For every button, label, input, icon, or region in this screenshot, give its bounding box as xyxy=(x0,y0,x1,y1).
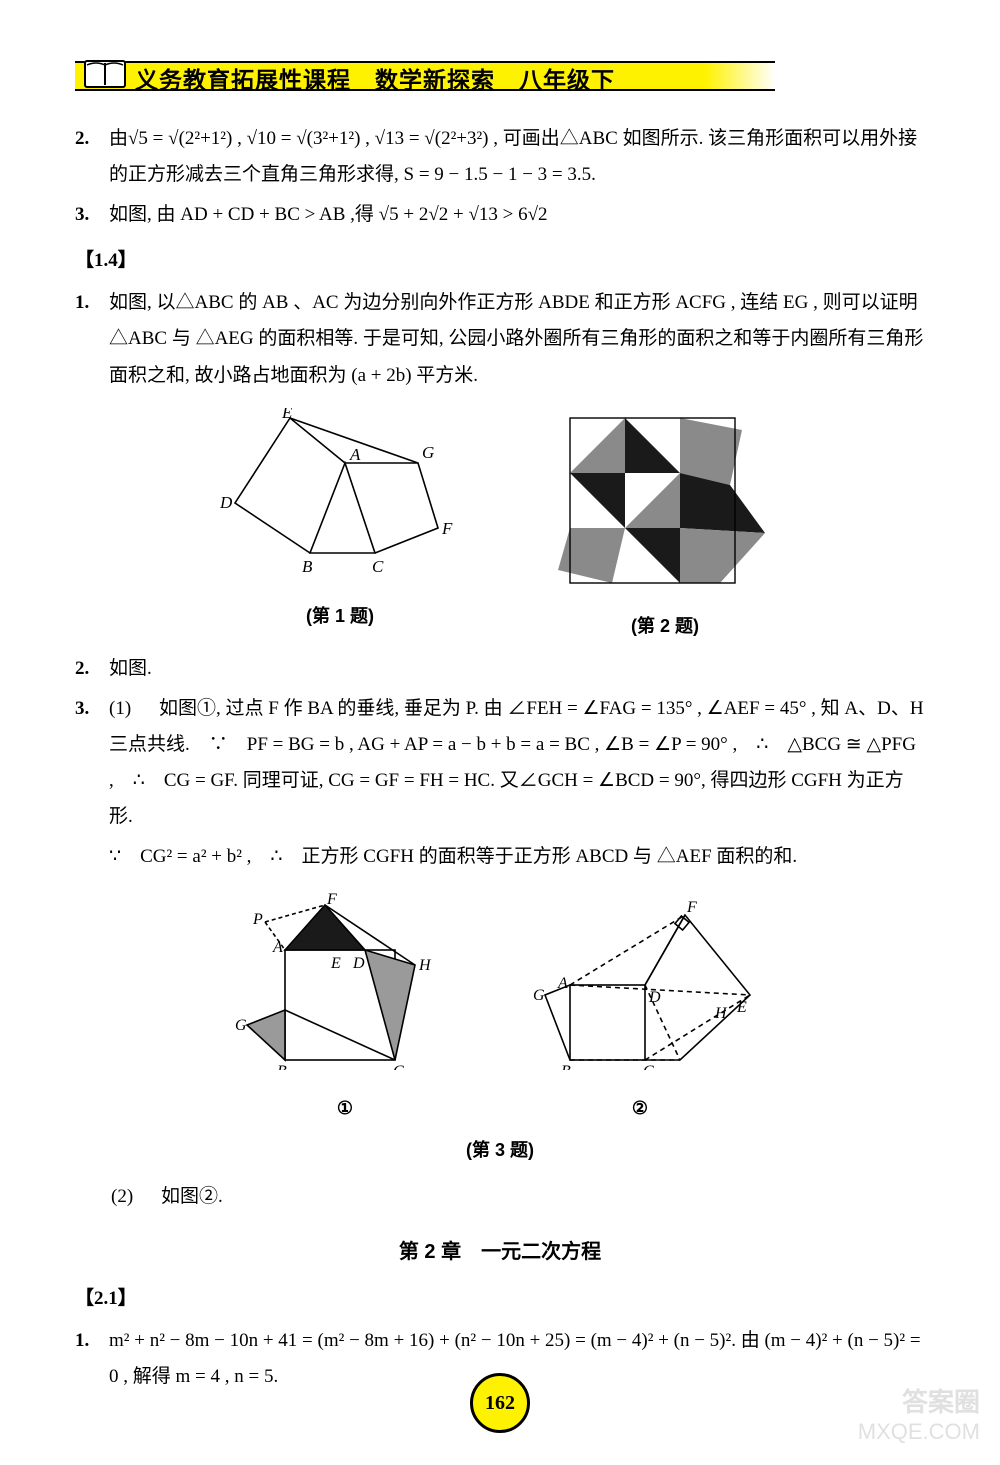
problem-2: 2. 由√5 = √(2²+1²) , √10 = √(3²+1²) , √13… xyxy=(75,121,925,193)
s14-problem-3: 3. (1)如图①, 过点 F 作 BA 的垂线, 垂足为 P. 由 ∠FEH … xyxy=(75,691,925,875)
svg-text:G: G xyxy=(235,1017,247,1034)
part-1b-text: ∵ CG² = a² + b² , ∴ 正方形 CGFH 的面积等于正方形 AB… xyxy=(109,846,797,867)
svg-text:A: A xyxy=(349,445,361,464)
figure-3-caption: (第 3 题) xyxy=(466,1140,534,1160)
problem-text: 如图, 以△ABC 的 AB 、AC 为边分别向外作正方形 ABDE 和正方形 … xyxy=(109,285,925,393)
problem-number: 2. xyxy=(75,121,109,193)
watermark: 答案圈 MXQE.COM xyxy=(858,1387,980,1445)
figure-3b-svg: A B C D E F G H xyxy=(515,890,765,1070)
watermark-line2: MXQE.COM xyxy=(858,1419,980,1445)
svg-text:P: P xyxy=(252,911,263,928)
svg-text:E: E xyxy=(281,408,293,422)
part-2-label: (2) xyxy=(111,1179,161,1215)
figure-2-svg xyxy=(550,408,780,588)
figure-3b-sublabel: ② xyxy=(515,1091,765,1125)
svg-text:D: D xyxy=(220,493,233,512)
figure-3b: A B C D E F G H ② xyxy=(515,890,765,1125)
part-1-label: (1) xyxy=(109,691,159,727)
problem-number: 1. xyxy=(75,1323,109,1395)
book-icon xyxy=(83,55,127,91)
svg-text:B: B xyxy=(302,557,313,576)
header-bar: 义务教育拓展性课程 数学新探索 八年级下 xyxy=(75,55,925,93)
problem-number: 3. xyxy=(75,197,109,233)
figure-1-caption: (第 1 题) xyxy=(220,599,460,633)
page-number: 162 xyxy=(470,1373,530,1433)
figure-3a-sublabel: ① xyxy=(235,1091,455,1125)
problem-text: 如图, 由 AD + CD + BC > AB ,得 √5 + 2√2 + √1… xyxy=(109,197,925,233)
figure-3a: A B C D E F G H P ① xyxy=(235,890,455,1125)
svg-text:C: C xyxy=(372,557,384,576)
section-1-4-label: 【1.4】 xyxy=(75,243,925,279)
problem-number: 1. xyxy=(75,285,109,393)
problem-text: 如图. xyxy=(109,651,925,687)
problem-text: 由√5 = √(2²+1²) , √10 = √(3²+1²) , √13 = … xyxy=(109,121,925,193)
svg-text:F: F xyxy=(686,899,697,916)
figure-1: A B C D E F G (第 1 题) xyxy=(220,408,460,643)
watermark-line1: 答案圈 xyxy=(858,1387,980,1418)
figures-row-1: A B C D E F G (第 1 题) xyxy=(75,408,925,643)
svg-text:D: D xyxy=(648,989,661,1006)
figure-3-caption-row: (第 3 题) xyxy=(75,1133,925,1169)
svg-text:F: F xyxy=(441,519,453,538)
header-title: 义务教育拓展性课程 数学新探索 八年级下 xyxy=(135,61,615,95)
svg-text:B: B xyxy=(561,1063,571,1070)
figure-2-caption: (第 2 题) xyxy=(550,609,780,643)
chapter-2-heading: 第 2 章 一元二次方程 xyxy=(75,1233,925,1271)
svg-text:C: C xyxy=(643,1063,654,1070)
page: 义务教育拓展性课程 数学新探索 八年级下 2. 由√5 = √(2²+1²) ,… xyxy=(0,0,1000,1465)
section-2-1-label: 【2.1】 xyxy=(75,1281,925,1317)
problem-number: 3. xyxy=(75,691,109,875)
svg-text:F: F xyxy=(326,891,337,908)
part-2-row: (2)如图②. xyxy=(75,1179,925,1215)
figure-3a-svg: A B C D E F G H P xyxy=(235,890,455,1070)
part-1-text: 如图①, 过点 F 作 BA 的垂线, 垂足为 P. 由 ∠FEH = ∠FAG… xyxy=(109,698,924,827)
svg-text:G: G xyxy=(422,443,434,462)
svg-text:B: B xyxy=(277,1063,287,1070)
s14-problem-2: 2. 如图. xyxy=(75,651,925,687)
problem-number: 2. xyxy=(75,651,109,687)
svg-text:H: H xyxy=(418,957,432,974)
problem-text: (1)如图①, 过点 F 作 BA 的垂线, 垂足为 P. 由 ∠FEH = ∠… xyxy=(109,691,925,875)
svg-text:A: A xyxy=(272,939,283,956)
svg-text:G: G xyxy=(533,987,545,1004)
svg-text:A: A xyxy=(557,975,568,992)
svg-text:C: C xyxy=(393,1063,404,1070)
svg-text:E: E xyxy=(736,999,747,1016)
content-area: 2. 由√5 = √(2²+1²) , √10 = √(3²+1²) , √13… xyxy=(75,121,925,1395)
figure-1-svg: A B C D E F G xyxy=(220,408,460,578)
problem-3: 3. 如图, 由 AD + CD + BC > AB ,得 √5 + 2√2 +… xyxy=(75,197,925,233)
svg-text:E: E xyxy=(330,955,341,972)
svg-text:H: H xyxy=(714,1005,728,1022)
part-2-text: 如图②. xyxy=(161,1186,223,1207)
svg-text:D: D xyxy=(352,955,365,972)
figure-2: (第 2 题) xyxy=(550,408,780,643)
figures-row-2: A B C D E F G H P ① xyxy=(75,890,925,1125)
s14-problem-1: 1. 如图, 以△ABC 的 AB 、AC 为边分别向外作正方形 ABDE 和正… xyxy=(75,285,925,393)
